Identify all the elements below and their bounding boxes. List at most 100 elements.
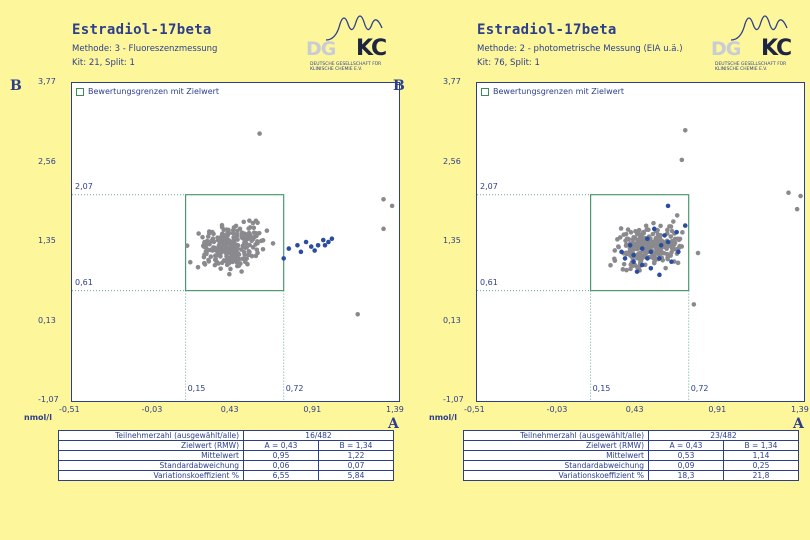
dgkc-logo: DG KC DEUTSCHE GESELLSCHAFT FÜR KLINISCHE C… xyxy=(711,12,803,72)
data-point xyxy=(669,228,675,234)
selected-point xyxy=(682,223,688,228)
limit-label: 0,72 xyxy=(690,384,709,393)
table-row: Teilnehmerzahl (ausgewählt/alle) 23/482 xyxy=(463,430,799,441)
data-point xyxy=(239,269,244,274)
selected-point xyxy=(665,239,671,245)
selected-point xyxy=(320,237,326,243)
x-tick-label: 1,39 xyxy=(386,405,404,414)
data-point xyxy=(206,257,211,263)
table-cell: 0,95 xyxy=(243,450,319,461)
selected-point xyxy=(627,242,633,248)
table-cell: Mittelwert xyxy=(58,450,244,461)
selected-point xyxy=(326,239,331,245)
data-point xyxy=(671,247,676,252)
selected-point xyxy=(669,259,674,265)
data-point xyxy=(270,241,276,246)
data-point xyxy=(208,254,214,259)
data-point xyxy=(621,232,627,237)
table-row: Standardabweichung 0,06 0,07 xyxy=(58,460,395,471)
data-point xyxy=(224,262,230,268)
x-tick-label: 0,91 xyxy=(708,405,727,414)
data-point xyxy=(221,258,227,264)
selected-point xyxy=(651,226,657,232)
legend-swatch xyxy=(481,87,489,96)
selected-point xyxy=(648,265,654,271)
limit-label: 0,61 xyxy=(75,277,93,287)
data-point xyxy=(381,226,386,232)
data-point xyxy=(628,230,634,235)
table-cell: B = 1,34 xyxy=(722,440,800,451)
x-tick-label: 0,43 xyxy=(220,405,239,414)
data-point xyxy=(612,256,617,262)
data-point xyxy=(617,235,623,240)
selected-point xyxy=(639,262,645,268)
data-point xyxy=(241,249,247,255)
data-point xyxy=(249,238,254,243)
unit-label: nmol/l xyxy=(429,413,457,422)
data-point xyxy=(665,227,670,233)
data-point xyxy=(205,234,211,239)
table-cell: 0,09 xyxy=(648,460,724,471)
data-point xyxy=(615,244,621,249)
data-point xyxy=(679,157,685,163)
scatter-svg xyxy=(72,131,395,401)
data-point xyxy=(655,251,661,257)
table-cell: Standardabweichung xyxy=(463,460,649,471)
table-cell: Variationskoeffizient % xyxy=(58,470,244,481)
data-point xyxy=(676,237,682,242)
data-point xyxy=(675,260,681,266)
legend-label: Bewertungsgrenzen mit Zielwert xyxy=(493,87,625,96)
data-point xyxy=(214,248,219,254)
x-tick-label: -0,03 xyxy=(141,405,163,414)
chart-title: Estradiol-17beta xyxy=(477,22,617,38)
data-point xyxy=(248,233,253,239)
data-point xyxy=(187,259,193,265)
data-point xyxy=(643,223,649,229)
data-point xyxy=(184,243,190,248)
table-row: Variationskoeffizient % 6,55 5,84 xyxy=(58,470,395,481)
data-point xyxy=(200,234,205,240)
table-cell: 6,55 xyxy=(243,470,319,481)
y-tick-label: 2,56 xyxy=(38,156,56,166)
y-axis-label: B xyxy=(10,78,22,94)
data-point xyxy=(215,261,221,266)
data-point xyxy=(640,230,646,235)
table-cell: A = 0,43 xyxy=(243,440,319,451)
data-point xyxy=(238,261,243,266)
table-cell: B = 1,34 xyxy=(317,440,395,451)
data-point xyxy=(260,238,266,243)
table-cell: Mittelwert xyxy=(463,450,649,461)
selected-point xyxy=(657,272,662,278)
selected-point xyxy=(315,242,321,248)
scatter-svg xyxy=(477,128,803,401)
x-tick-label: 0,43 xyxy=(625,405,644,414)
data-point xyxy=(624,236,630,242)
data-point xyxy=(219,224,225,230)
table-cell: 0,25 xyxy=(722,460,800,471)
data-point xyxy=(235,228,240,234)
data-point xyxy=(389,203,395,209)
data-point xyxy=(655,232,661,237)
unit-label: nmol/l xyxy=(24,413,52,422)
data-point xyxy=(211,231,216,237)
selected-point xyxy=(665,203,671,209)
limit-label: 0,15 xyxy=(187,384,206,393)
data-point xyxy=(651,220,656,226)
x-tick-label: -0,51 xyxy=(59,405,80,414)
limit-box xyxy=(589,194,690,292)
y-tick-label: -1,07 xyxy=(443,395,464,404)
data-point xyxy=(247,218,252,223)
legend: Bewertungsgrenzen mit Zielwert xyxy=(481,87,624,96)
limit-label: 0,61 xyxy=(480,277,498,287)
selected-point xyxy=(281,256,286,261)
selected-point xyxy=(639,246,645,251)
data-point xyxy=(247,249,252,255)
data-point xyxy=(218,266,223,271)
data-point xyxy=(618,226,624,231)
kit-line: Kit: 76, Split: 1 xyxy=(477,58,540,68)
logo-kc: KC xyxy=(356,36,387,61)
data-point xyxy=(608,262,613,268)
table-cell: Zielwert (RMW) xyxy=(463,440,649,451)
selected-point xyxy=(648,249,654,255)
data-point xyxy=(648,243,654,249)
